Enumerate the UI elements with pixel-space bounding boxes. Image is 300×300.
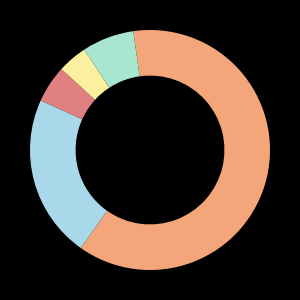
Wedge shape	[81, 30, 270, 270]
Wedge shape	[61, 50, 109, 100]
Wedge shape	[84, 31, 140, 88]
Wedge shape	[41, 69, 95, 119]
Wedge shape	[30, 100, 107, 248]
